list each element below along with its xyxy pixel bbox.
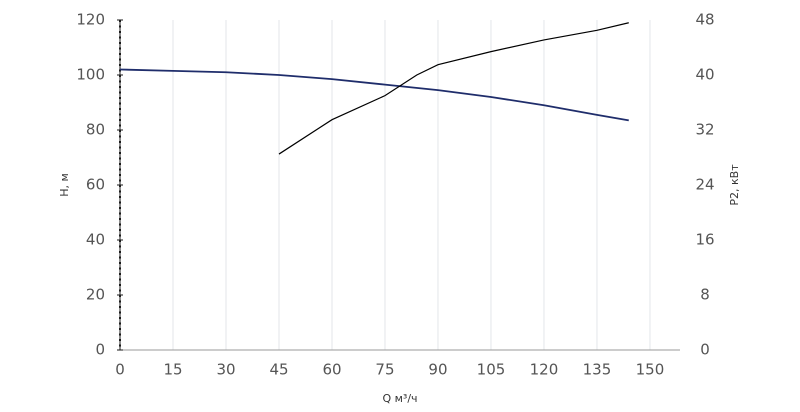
x-tick-label: 45 <box>269 361 288 379</box>
y2-tick-label: 32 <box>695 121 714 139</box>
y-tick-label: 20 <box>86 286 105 304</box>
y2-tick-label: 8 <box>700 286 710 304</box>
x-tick-label: 60 <box>322 361 341 379</box>
x-tick-label: 135 <box>583 361 612 379</box>
x-tick-label: 30 <box>216 361 235 379</box>
x-tick-label: 15 <box>163 361 182 379</box>
y-tick-label: 0 <box>95 341 105 359</box>
x-tick-label: 75 <box>375 361 394 379</box>
y-tick-label: 40 <box>86 231 105 249</box>
y2-tick-label: 40 <box>695 66 714 84</box>
series-line <box>278 22 629 155</box>
y-tick-label: 100 <box>76 66 105 84</box>
x-tick-label: 120 <box>530 361 559 379</box>
y2-tick-label: 24 <box>695 176 714 194</box>
y2-tick-label: 16 <box>695 231 714 249</box>
x-tick-label: 0 <box>115 361 125 379</box>
y-tick-label: 120 <box>76 11 105 29</box>
x-tick-label: 105 <box>477 361 506 379</box>
y2-axis-title: P2, кВт <box>728 164 741 206</box>
y2-tick-label: 48 <box>695 11 714 29</box>
x-tick-label: 150 <box>636 361 665 379</box>
y-tick-label: 60 <box>86 176 105 194</box>
y-axis-title: H, м <box>58 173 71 197</box>
y2-tick-label: 0 <box>700 341 710 359</box>
series-line <box>119 68 629 122</box>
y-tick-label: 80 <box>86 121 105 139</box>
x-axis-title: Q м³/ч <box>382 392 417 405</box>
x-tick-label: 90 <box>428 361 447 379</box>
